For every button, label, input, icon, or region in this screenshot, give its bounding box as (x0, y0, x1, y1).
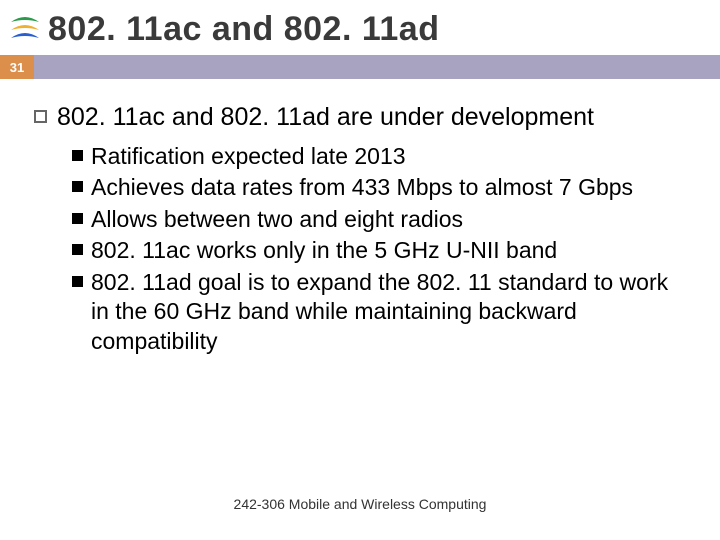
main-bullet: 802. 11ac and 802. 11ad are under develo… (34, 103, 690, 132)
square-bullet-icon (72, 181, 83, 192)
square-bullet-icon (34, 110, 47, 123)
page-number-badge: 31 (0, 55, 34, 79)
sub-bullet-list: Ratification expected late 2013 Achieves… (34, 142, 690, 356)
sub-bullet-text: 802. 11ac works only in the 5 GHz U-NII … (91, 236, 557, 265)
footer-text: 242-306 Mobile and Wireless Computing (0, 496, 720, 512)
sub-bullet-text: 802. 11ad goal is to expand the 802. 11 … (91, 268, 680, 356)
content-area: 802. 11ac and 802. 11ad are under develo… (0, 79, 720, 356)
sub-bullet-text: Achieves data rates from 433 Mbps to alm… (91, 173, 633, 202)
accent-bar-fill (34, 55, 720, 79)
square-bullet-icon (72, 244, 83, 255)
square-bullet-icon (72, 276, 83, 287)
square-bullet-icon (72, 213, 83, 224)
slide-title: 802. 11ac and 802. 11ad (48, 10, 439, 49)
list-item: Ratification expected late 2013 (72, 142, 680, 171)
list-item: 802. 11ad goal is to expand the 802. 11 … (72, 268, 680, 356)
sub-bullet-text: Ratification expected late 2013 (91, 142, 406, 171)
logo-icon (8, 16, 42, 44)
list-item: Allows between two and eight radios (72, 205, 680, 234)
sub-bullet-text: Allows between two and eight radios (91, 205, 463, 234)
square-bullet-icon (72, 150, 83, 161)
accent-bar: 31 (0, 55, 720, 79)
list-item: Achieves data rates from 433 Mbps to alm… (72, 173, 680, 202)
title-row: 802. 11ac and 802. 11ad (0, 0, 720, 55)
list-item: 802. 11ac works only in the 5 GHz U-NII … (72, 236, 680, 265)
main-bullet-text: 802. 11ac and 802. 11ad are under develo… (57, 103, 594, 132)
